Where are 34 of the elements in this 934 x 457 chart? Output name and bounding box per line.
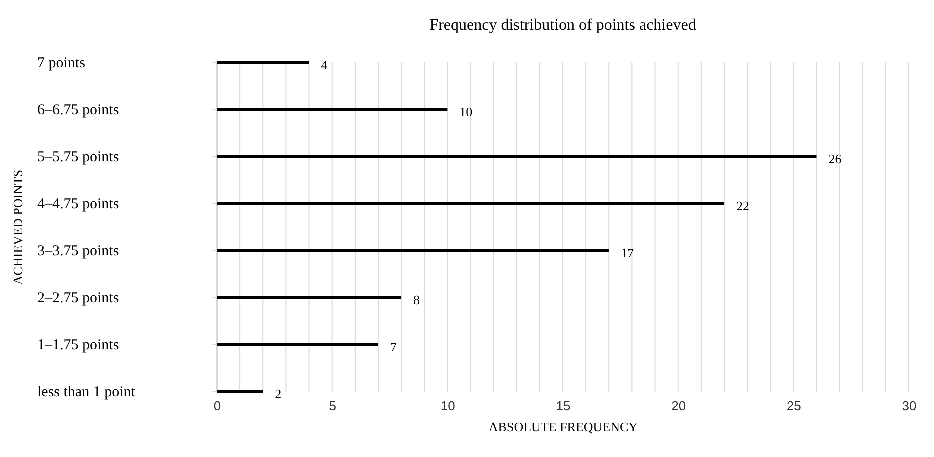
data-label: 8 — [414, 292, 420, 308]
y-tick-label: 6–6.75 points — [38, 102, 120, 118]
bar — [217, 60, 310, 64]
bar — [217, 202, 724, 205]
bar — [217, 343, 378, 346]
y-axis-title: ACHIEVED POINTS — [10, 170, 26, 286]
y-tick-label: 7 points — [38, 55, 86, 72]
data-label: 26 — [828, 151, 842, 166]
x-tick-label: 10 — [440, 398, 456, 414]
y-tick-label: 4–4.75 points — [38, 196, 120, 212]
bar — [217, 249, 610, 252]
x-axis-title: ABSOLUTE FREQUENCY — [488, 420, 639, 434]
data-label: 22 — [736, 198, 750, 214]
y-tick-label: less than 1 point — [38, 384, 136, 401]
x-tick-label: 25 — [786, 398, 802, 414]
x-tick-label: 20 — [672, 398, 686, 414]
bar — [217, 296, 402, 300]
data-label: 2 — [275, 386, 282, 402]
y-tick-label: 1–1.75 points — [38, 338, 120, 354]
data-label: 4 — [321, 57, 328, 72]
x-tick-label: 5 — [329, 398, 336, 414]
data-label: 17 — [621, 246, 635, 261]
data-label: 7 — [390, 340, 398, 355]
bar — [217, 154, 817, 158]
x-tick-label: 0 — [214, 398, 222, 414]
bar — [217, 390, 264, 394]
data-label: 10 — [460, 104, 473, 120]
bar — [217, 108, 448, 111]
chart-title: Frequency distribution of points achieved — [430, 16, 696, 34]
y-tick-label: 3–3.75 points — [38, 244, 120, 260]
y-tick-label: 5–5.75 points — [38, 149, 120, 166]
y-tick-label: 2–2.75 points — [38, 290, 120, 307]
x-tick-label: 15 — [556, 398, 571, 414]
x-tick-label: 30 — [902, 398, 917, 414]
